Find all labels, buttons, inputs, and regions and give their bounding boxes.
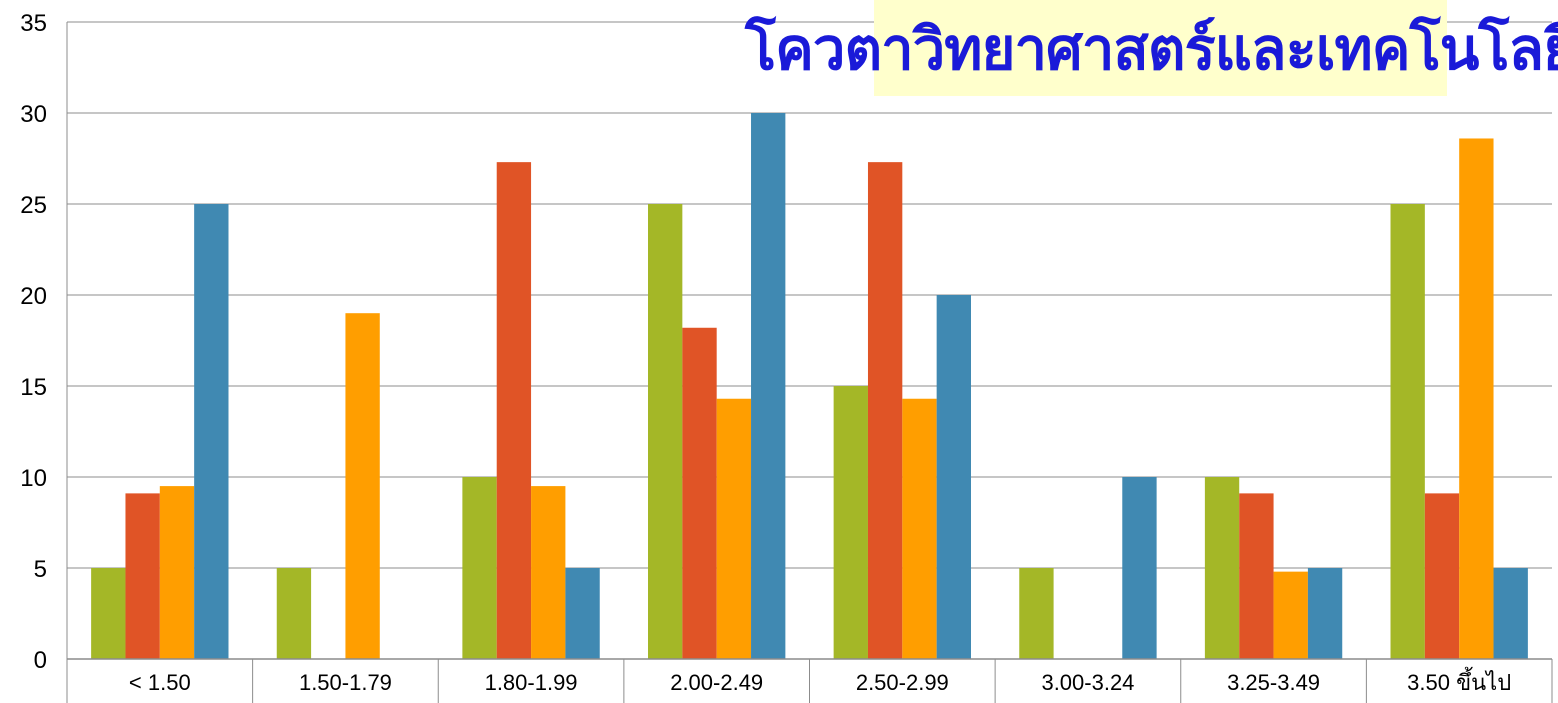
x-category-label: 1.80-1.99 [485, 670, 578, 695]
y-tick-label: 25 [20, 192, 47, 219]
x-category-label: 3.25-3.49 [1227, 670, 1320, 695]
gridlines [67, 21, 1552, 569]
bar [1122, 477, 1157, 659]
x-category-label: < 1.50 [129, 670, 191, 695]
bar [751, 113, 786, 659]
bar [867, 162, 903, 659]
bar [531, 486, 566, 659]
x-category-label: 1.50-1.79 [299, 670, 392, 695]
y-tick-label: 35 [20, 10, 47, 37]
bars [91, 113, 1528, 660]
title-background [874, 0, 1447, 96]
y-tick-label: 0 [34, 647, 47, 674]
bar [1390, 204, 1425, 659]
bar [159, 486, 195, 659]
bar [194, 204, 229, 659]
bar [648, 204, 683, 659]
y-tick-label: 15 [20, 374, 47, 401]
bar [91, 568, 126, 659]
bar [682, 327, 717, 659]
bar [1493, 568, 1528, 659]
bar [462, 477, 497, 659]
bar [1019, 568, 1054, 659]
x-category-label: 2.00-2.49 [670, 670, 763, 695]
bar [345, 313, 380, 659]
bar [833, 386, 868, 659]
bar [936, 295, 971, 659]
bar [902, 398, 937, 659]
y-tick-label: 10 [20, 465, 47, 492]
x-category-label: 3.00-3.24 [1041, 670, 1134, 695]
y-tick-label: 20 [20, 283, 47, 310]
bar [1239, 493, 1274, 659]
y-tick-label: 5 [34, 556, 47, 583]
chart-title: โควตาวิทยาศาสตร์และเทคโนโลยี [744, 14, 1558, 83]
x-category-label: 2.50-2.99 [856, 670, 949, 695]
bar [716, 398, 752, 659]
bar [1307, 568, 1343, 659]
bar [125, 493, 160, 659]
bar [1204, 477, 1240, 659]
bar [276, 568, 312, 659]
bar [1424, 493, 1460, 659]
x-category-label: 3.50 ขึ้นไป [1407, 667, 1511, 695]
axes: 0 5 10 15 20 25 30 35 < 1.50 1.50-1.79 1.80-1.99 2.… [20, 10, 1553, 703]
bar [1459, 138, 1494, 660]
bar [1273, 571, 1308, 659]
bar [496, 162, 532, 659]
y-tick-label: 30 [20, 101, 47, 128]
bar [565, 568, 600, 659]
